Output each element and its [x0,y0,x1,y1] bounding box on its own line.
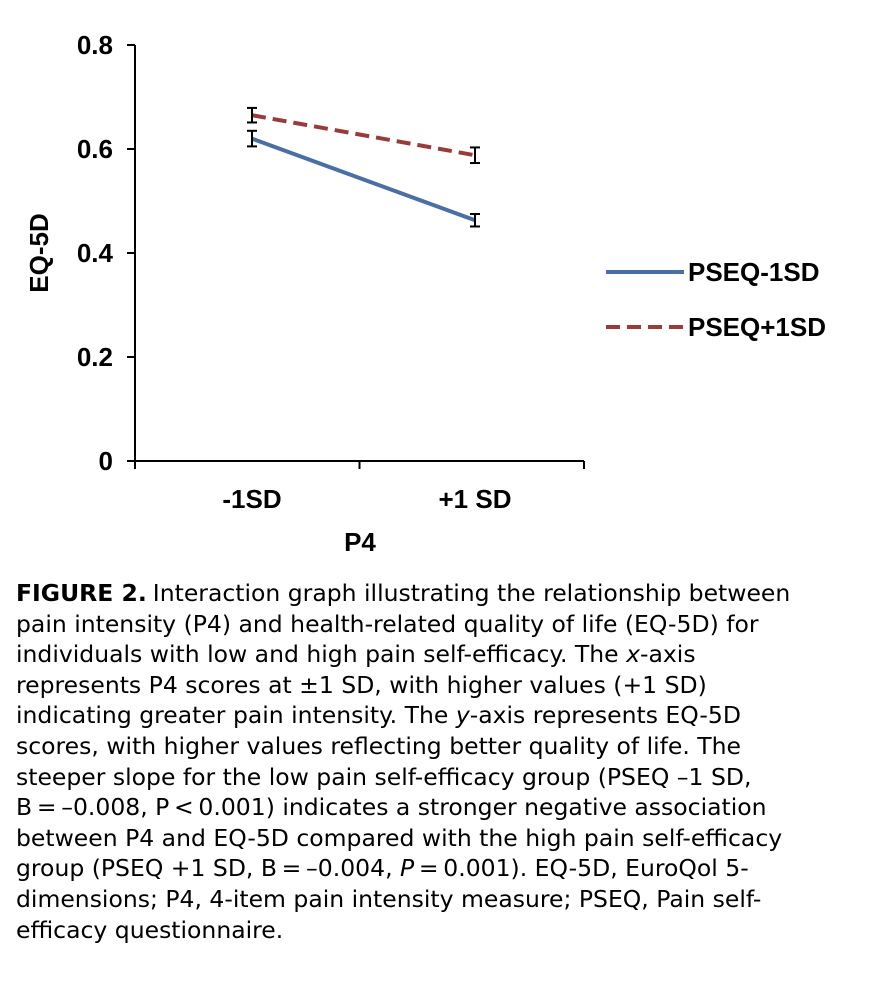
y-tick-label: 0.4 [77,238,114,268]
caption-line: between P4 and EQ-5D compared with the h… [16,823,783,852]
chart-area: 0 0.2 0.4 0.6 0.8 -1SD +1 SD EQ-5D P4 PSEQ-1S… [24,30,826,557]
legend-label: PSEQ-1SD [688,257,820,287]
error-bar [470,146,480,165]
interaction-chart: 0 0.2 0.4 0.6 0.8 -1SD +1 SD EQ-5D P4 PSEQ-1S… [24,30,826,557]
y-axis-title: EQ-5D [24,213,54,292]
axes [134,45,584,462]
caption-line: pain intensity (P4) and health-related q… [16,609,759,638]
series-group [247,106,480,228]
x-tick-label: -1SD [222,484,281,514]
error-bar [247,106,257,124]
caption-line: steeper slope for the low pain self-effi… [16,762,752,791]
x-tick-label: +1 SD [439,484,512,514]
caption-line: B = –0.008, P < 0.001) indicates a stron… [16,793,767,822]
error-bar [470,213,480,228]
series-line-pseq-1sd [251,136,476,223]
figure-label: FIGURE 2. [16,579,147,607]
caption-line: efficacy questionnaire. [16,915,284,944]
legend: PSEQ-1SD PSEQ+1SD [606,257,826,342]
figure-caption: FIGURE 2. Interaction graph illustrating … [16,578,868,945]
caption-line: scores, with higher values reflecting be… [16,731,742,760]
error-bar [247,129,257,148]
x-ticks: -1SD +1 SD [134,461,585,514]
caption-line: dimensions; P4, 4-item pain intensity me… [16,884,762,913]
y-tick-label: 0 [99,446,113,476]
caption-line: indicating greater pain intensity. The y… [16,701,741,730]
x-axis-title: P4 [344,527,376,557]
series-line-pseq-1sd [251,113,476,158]
y-tick-label: 0.2 [77,342,113,372]
y-ticks: 0 0.2 0.4 0.6 0.8 [77,30,135,476]
caption-line: group (PSEQ +1 SD, B = –0.004, P = 0.001… [16,854,749,883]
caption-line: represents P4 scores at ±1 SD, with high… [16,670,707,699]
caption-line: individuals with low and high pain self-… [16,640,696,669]
y-tick-label: 0.6 [77,134,113,164]
y-tick-label: 0.8 [77,30,113,60]
caption-text: Interaction graph illustrating the relat… [152,579,791,607]
caption-line: FIGURE 2. Interaction graph illustrating … [16,578,868,609]
legend-label: PSEQ+1SD [688,312,826,342]
